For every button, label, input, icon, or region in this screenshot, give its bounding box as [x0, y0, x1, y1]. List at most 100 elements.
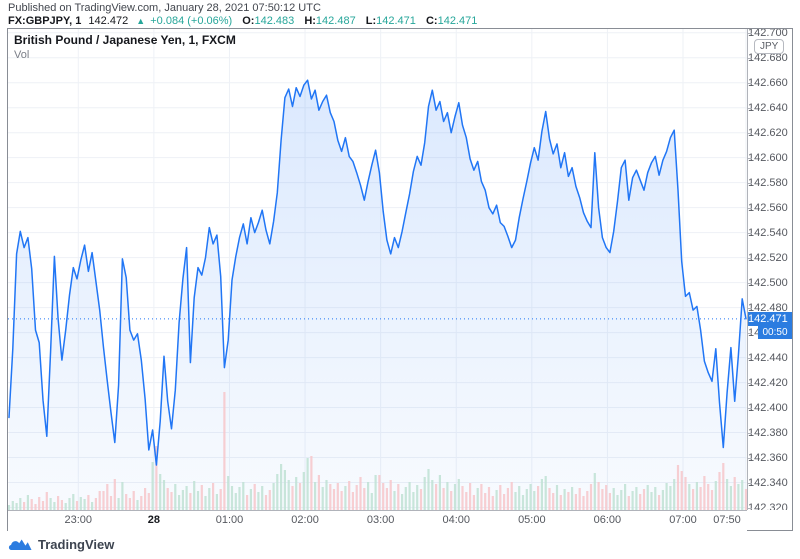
volume-bar	[113, 479, 116, 510]
price-axis-label: 142.360	[748, 452, 792, 464]
volume-bar	[544, 476, 547, 510]
volume-bar	[718, 472, 721, 510]
volume-bar	[419, 489, 423, 510]
volume-bar	[344, 486, 347, 510]
volume-bar	[442, 488, 445, 510]
plot-svg[interactable]	[8, 29, 747, 510]
volume-bar	[212, 483, 215, 510]
volume-bar	[257, 492, 260, 510]
volume-bar	[503, 494, 506, 510]
volume-bar	[98, 491, 101, 510]
volume-bar	[23, 502, 26, 510]
volume-bar	[30, 499, 33, 510]
volume-bar	[57, 496, 60, 510]
change-up-arrow-icon: ▲	[136, 16, 146, 26]
volume-bar	[151, 462, 154, 510]
price-axis-label: 142.620	[748, 127, 792, 139]
volume-bar	[733, 477, 736, 510]
countdown-badge: 00:50	[758, 325, 792, 339]
volume-bar	[246, 495, 249, 510]
volume-bar	[166, 488, 169, 510]
volume-bar	[665, 483, 668, 510]
volume-bar	[83, 499, 86, 510]
volume-bar	[185, 486, 188, 510]
volume-bar	[427, 469, 430, 510]
price-axis-label: 142.680	[748, 52, 792, 64]
volume-bar	[499, 485, 502, 510]
volume-bar	[45, 492, 48, 510]
low-value: 142.471	[376, 15, 416, 27]
tradingview-logo[interactable]: TradingView	[8, 536, 114, 553]
price-axis-label: 142.380	[748, 427, 792, 439]
time-axis[interactable]: 23:00 28 01:00 02:00 03:00 04:00 05:00 06:00 07:…	[8, 510, 747, 531]
time-axis-label: 07:00	[669, 514, 697, 526]
volume-bar	[34, 504, 37, 510]
volume-bar	[540, 479, 543, 510]
volume-bar	[616, 495, 619, 510]
volume-bar	[87, 495, 90, 510]
price-axis-label: 142.700	[748, 29, 792, 39]
price-axis-label: 142.540	[748, 227, 792, 239]
volume-bar	[548, 488, 551, 510]
volume-bar	[144, 488, 147, 510]
volume-bar	[298, 483, 302, 510]
volume-bar	[525, 489, 528, 510]
volume-bar	[385, 488, 388, 510]
volume-bar	[193, 481, 196, 510]
volume-bar	[238, 487, 241, 510]
volume-bar	[487, 487, 491, 510]
volume-bar	[654, 487, 657, 510]
price-axis-label: 142.320	[748, 502, 792, 510]
volume-bar	[15, 503, 18, 510]
volume-bar	[106, 484, 109, 510]
volume-bar	[646, 485, 649, 510]
symbol-name: FX:GBPJPY, 1	[8, 15, 82, 27]
volume-bar	[170, 492, 173, 510]
volume-bar	[401, 494, 404, 510]
volume-bar	[325, 480, 328, 510]
volume-bar	[147, 493, 150, 510]
time-axis-label: 03:00	[366, 514, 395, 526]
volume-bar	[94, 498, 97, 510]
time-axis-label: 07:50	[713, 514, 741, 526]
volume-bar	[446, 482, 449, 510]
volume-bar	[521, 495, 525, 510]
price-axis-label: 142.400	[748, 402, 792, 414]
open-label: O:	[242, 15, 255, 27]
volume-bar	[722, 463, 725, 510]
volume-bar	[230, 486, 234, 510]
volume-bar	[336, 483, 339, 510]
volume-bar	[351, 492, 354, 510]
volume-bar	[317, 475, 320, 510]
volume-bar	[559, 495, 562, 510]
volume-bar	[295, 477, 298, 510]
volume-bar	[416, 485, 419, 510]
chart-frame: British Pound / Japanese Yen, 1, FXCM Vo…	[7, 28, 793, 531]
volume-bar	[480, 484, 483, 510]
volume-bar	[552, 493, 555, 510]
volume-bar	[537, 486, 540, 510]
volume-bar	[574, 494, 577, 510]
close-value: 142.471	[437, 15, 478, 27]
volume-bar	[340, 491, 343, 510]
volume-bar	[64, 503, 67, 510]
time-axis-label: 23:00	[64, 514, 93, 526]
volume-bar	[140, 496, 143, 510]
currency-badge: JPY	[754, 39, 785, 54]
volume-bar	[435, 484, 438, 510]
volume-bar	[495, 490, 498, 510]
volume-bar	[457, 479, 460, 510]
volume-bar	[370, 493, 373, 510]
price-axis[interactable]: JPY 142.471 00:50 142.320 142.340 142.360 1…	[747, 29, 792, 510]
open-value: 142.483	[254, 15, 295, 27]
volume-bar	[744, 489, 747, 510]
volume-bar	[476, 488, 479, 510]
volume-bar	[582, 496, 585, 510]
volume-bar	[128, 498, 131, 510]
price-axis-label: 142.500	[748, 277, 792, 289]
volume-bar	[359, 477, 362, 510]
volume-bar	[219, 489, 222, 510]
volume-bar	[729, 486, 732, 510]
volume-bar	[567, 492, 570, 510]
volume-bar	[514, 492, 517, 510]
